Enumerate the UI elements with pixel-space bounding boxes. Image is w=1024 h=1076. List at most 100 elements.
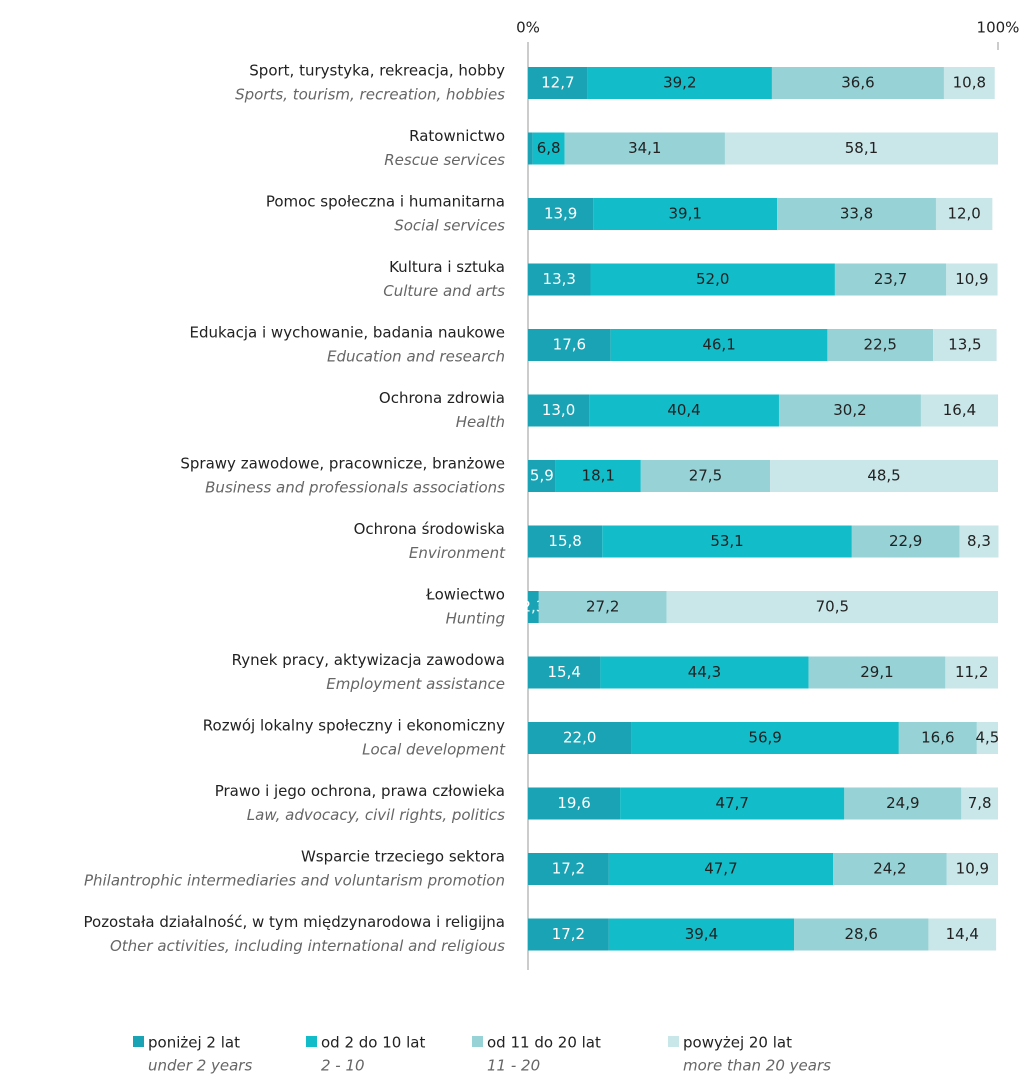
value-label: 44,3 — [688, 663, 721, 681]
value-label: 23,7 — [874, 270, 907, 288]
value-label: 13,0 — [542, 401, 575, 419]
value-label: 5,9 — [530, 467, 554, 485]
bar-segment — [935, 198, 993, 230]
bar-segment — [851, 525, 960, 558]
category-label-en: Philantrophic intermediaries and volunta… — [84, 872, 505, 890]
value-label: 30,2 — [833, 401, 866, 419]
category-label-en: Culture and arts — [383, 282, 505, 300]
legend-label: poniżej 2 lat — [148, 1034, 240, 1052]
bar-segment — [620, 787, 845, 820]
bar-segment — [920, 394, 998, 427]
category-label: Prawo i jego ochrona, prawa człowieka — [215, 782, 505, 800]
value-label: 27,2 — [586, 598, 619, 616]
bar-segment — [532, 132, 565, 165]
value-label: 19,6 — [557, 794, 590, 812]
bar-segment — [959, 525, 999, 558]
value-label: 14,4 — [946, 925, 979, 943]
bar-segment — [564, 132, 725, 165]
bar-segment — [946, 853, 998, 885]
value-label: 22,0 — [563, 729, 596, 747]
value-label: 6,8 — [537, 139, 561, 157]
bar-segment — [602, 525, 852, 558]
category-label-en: Social services — [394, 217, 505, 235]
value-label: 4,5 — [975, 729, 999, 747]
category-label: Kultura i sztuka — [389, 258, 505, 276]
value-label: 24,9 — [886, 794, 919, 812]
bar-segment — [898, 722, 977, 754]
legend-swatch — [133, 1036, 144, 1047]
value-label: 47,7 — [704, 860, 737, 878]
value-label: 22,9 — [889, 532, 922, 550]
value-label: 8,3 — [967, 532, 991, 550]
bar-segment — [528, 918, 609, 951]
value-label: 28,6 — [845, 925, 878, 943]
value-label: 24,2 — [873, 860, 906, 878]
value-label: 11,2 — [955, 663, 988, 681]
bar-segment — [928, 918, 997, 951]
value-label: 15,4 — [547, 663, 580, 681]
bar-segment — [528, 853, 609, 885]
value-label: 12,0 — [947, 205, 980, 223]
bar-segment — [770, 460, 998, 492]
bar-segment — [528, 329, 611, 361]
value-label: 17,2 — [552, 925, 585, 943]
category-label-en: Education and research — [327, 348, 505, 366]
value-label: 12,7 — [541, 74, 574, 92]
bar-segment — [528, 394, 590, 427]
bar-segment — [600, 656, 809, 689]
bar-segment — [943, 67, 995, 99]
bar-segment — [976, 722, 998, 754]
category-label-en: Health — [456, 413, 505, 431]
category-label-en: Rescue services — [384, 151, 505, 169]
bar-segment — [808, 656, 946, 689]
bar-segment — [631, 722, 899, 754]
bar-segment — [608, 853, 834, 885]
bar-segment — [794, 918, 929, 951]
value-label: 39,2 — [663, 74, 696, 92]
category-label-en: Business and professionals associations — [205, 479, 505, 497]
value-label: 47,7 — [716, 794, 749, 812]
category-label-en: Hunting — [446, 610, 505, 628]
value-label: 10,8 — [953, 74, 986, 92]
value-label: 36,6 — [841, 74, 874, 92]
value-label: 17,2 — [552, 860, 585, 878]
legend-swatch — [306, 1036, 317, 1047]
bar-segment — [589, 394, 779, 427]
value-label: 34,1 — [628, 139, 661, 157]
bar-segment — [933, 329, 997, 361]
category-label: Edukacja i wychowanie, badania naukowe — [190, 324, 506, 342]
value-label: 46,1 — [702, 336, 735, 354]
category-label-en: Law, advocacy, civil rights, politics — [247, 806, 505, 824]
bar-segment — [640, 460, 771, 492]
bar-segment — [555, 460, 641, 492]
value-label: 18,1 — [582, 467, 615, 485]
value-label: 13,3 — [543, 270, 576, 288]
value-label: 16,4 — [943, 401, 976, 419]
bar-segment — [528, 132, 533, 165]
value-label: 39,4 — [685, 925, 718, 943]
bar-segment — [724, 132, 998, 165]
category-label: Ochrona zdrowia — [379, 389, 505, 407]
value-label: 13,5 — [948, 336, 981, 354]
legend-label-en: 11 - 20 — [487, 1057, 540, 1075]
category-label: Pozostała działalność, w tym międzynarod… — [84, 913, 506, 931]
category-label: Pomoc społeczna i humanitarna — [266, 193, 505, 211]
bar-segment — [946, 263, 998, 296]
category-label-en: Other activities, including internationa… — [110, 937, 505, 955]
value-label: 13,9 — [544, 205, 577, 223]
bar-segment — [945, 656, 998, 689]
category-label: Sprawy zawodowe, pracownicze, branżowe — [180, 455, 505, 473]
bar-segment — [833, 853, 947, 885]
value-label: 27,5 — [689, 467, 722, 485]
bar-segment — [771, 67, 944, 99]
category-label: Rozwój lokalny społeczny i ekonomiczny — [203, 717, 505, 735]
legend-swatch — [668, 1036, 679, 1047]
value-label: 29,1 — [860, 663, 893, 681]
value-label: 70,5 — [816, 598, 849, 616]
category-label-en: Sports, tourism, recreation, hobbies — [235, 86, 505, 104]
bar-segment — [961, 787, 998, 820]
bar-segment — [590, 263, 835, 296]
category-label: Wsparcie trzeciego sektora — [301, 848, 505, 866]
value-label: 48,5 — [867, 467, 900, 485]
